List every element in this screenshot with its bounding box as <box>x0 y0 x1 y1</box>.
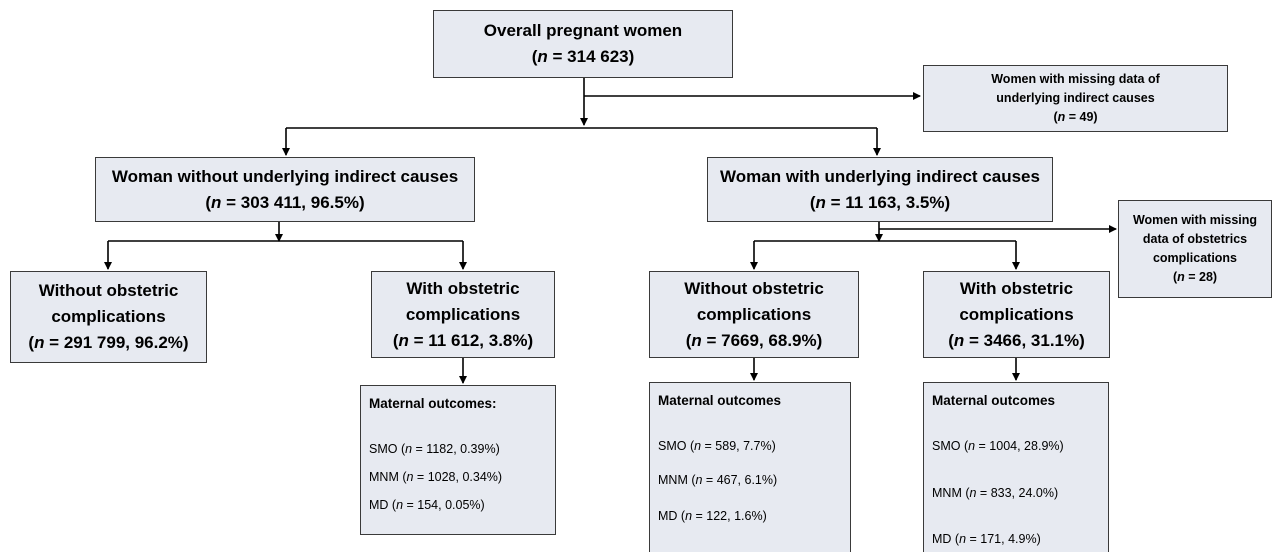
missing-obstetric-box: Women with missing data of obstetrics co… <box>1118 200 1272 298</box>
outcomes-2-md: MD (n = 122, 1.6%) <box>658 509 767 523</box>
a-with-obstetric-line2: complications <box>405 304 521 324</box>
b-with-obstetric-box: With obstetric complications (n = 3466, … <box>923 271 1110 358</box>
missing-indirect-count: (n = 49) <box>1053 110 1098 124</box>
outcomes-1-smo: SMO (n = 1182, 0.39%) <box>369 442 500 456</box>
a-without-obstetric-box: Without obstetric complications (n = 291… <box>10 271 207 363</box>
with-indirect-count: (n = 11 163, 3.5%) <box>809 192 951 212</box>
without-indirect-box: Woman without underlying indirect causes… <box>95 157 475 222</box>
overall-count: (n = 314 623) <box>531 47 635 66</box>
b-without-obstetric-box: Without obstetric complications (n = 766… <box>649 271 859 358</box>
outcomes-3-mnm: MNM (n = 833, 24.0%) <box>932 486 1059 500</box>
missing-obstetric-line1: Women with missing <box>1132 213 1258 227</box>
a-with-obstetric-box: With obstetric complications (n = 11 612… <box>371 271 555 358</box>
outcomes-3-title: Maternal outcomes <box>932 393 1056 408</box>
overall-box: Overall pregnant women (n = 314 623) <box>433 10 733 78</box>
outcomes-2-smo: SMO (n = 589, 7.7%) <box>658 439 776 453</box>
b-with-obstetric-line1: With obstetric <box>959 278 1074 298</box>
b-without-obstetric-line2: complications <box>696 304 812 324</box>
missing-indirect-box: Women with missing data of underlying in… <box>923 65 1228 132</box>
missing-indirect-line1: Women with missing data of <box>991 72 1160 86</box>
a-without-obstetric-line2: complications <box>51 307 166 326</box>
b-with-obstetric-line2: complications <box>959 304 1074 324</box>
missing-obstetric-line2: data of obstetrics <box>1142 232 1248 246</box>
outcomes-1-md: MD (n = 154, 0.05%) <box>369 498 485 512</box>
outcomes-3-md: MD (n = 171, 4.9%) <box>932 532 1041 546</box>
outcomes-2-mnm: MNM (n = 467, 6.1%) <box>658 473 778 487</box>
outcomes-3-smo: SMO (n = 1004, 28.9%) <box>932 439 1064 453</box>
with-indirect-box: Woman with underlying indirect causes (n… <box>707 157 1053 222</box>
b-without-obstetric-count: (n = 7669, 68.9%) <box>685 330 823 350</box>
outcomes-1-title: Maternal outcomes: <box>369 396 497 411</box>
a-with-obstetric-line1: With obstetric <box>406 278 520 298</box>
outcomes-1-mnm: MNM (n = 1028, 0.34%) <box>369 470 503 484</box>
missing-obstetric-line3: complications <box>1152 251 1238 265</box>
a-without-obstetric-line1: Without obstetric <box>38 281 179 300</box>
without-indirect-count: (n = 303 411, 96.5%) <box>205 192 365 212</box>
missing-indirect-line2: underlying indirect causes <box>996 91 1155 105</box>
b-with-obstetric-count: (n = 3466, 31.1%) <box>948 330 1085 350</box>
without-indirect-title: Woman without underlying indirect causes <box>111 166 459 186</box>
outcomes-box-2: Maternal outcomes SMO (n = 589, 7.7%) MN… <box>649 382 851 552</box>
outcomes-box-1: Maternal outcomes: SMO (n = 1182, 0.39%)… <box>360 385 556 535</box>
b-without-obstetric-line1: Without obstetric <box>684 278 824 298</box>
a-without-obstetric-count: (n = 291 799, 96.2%) <box>28 333 189 352</box>
a-with-obstetric-count: (n = 11 612, 3.8%) <box>392 330 534 350</box>
missing-obstetric-count: (n = 28) <box>1172 270 1218 284</box>
with-indirect-title: Woman with underlying indirect causes <box>720 166 1040 186</box>
outcomes-2-title: Maternal outcomes <box>658 393 782 408</box>
overall-title: Overall pregnant women <box>483 21 683 40</box>
outcomes-box-3: Maternal outcomes SMO (n = 1004, 28.9%) … <box>923 382 1109 552</box>
